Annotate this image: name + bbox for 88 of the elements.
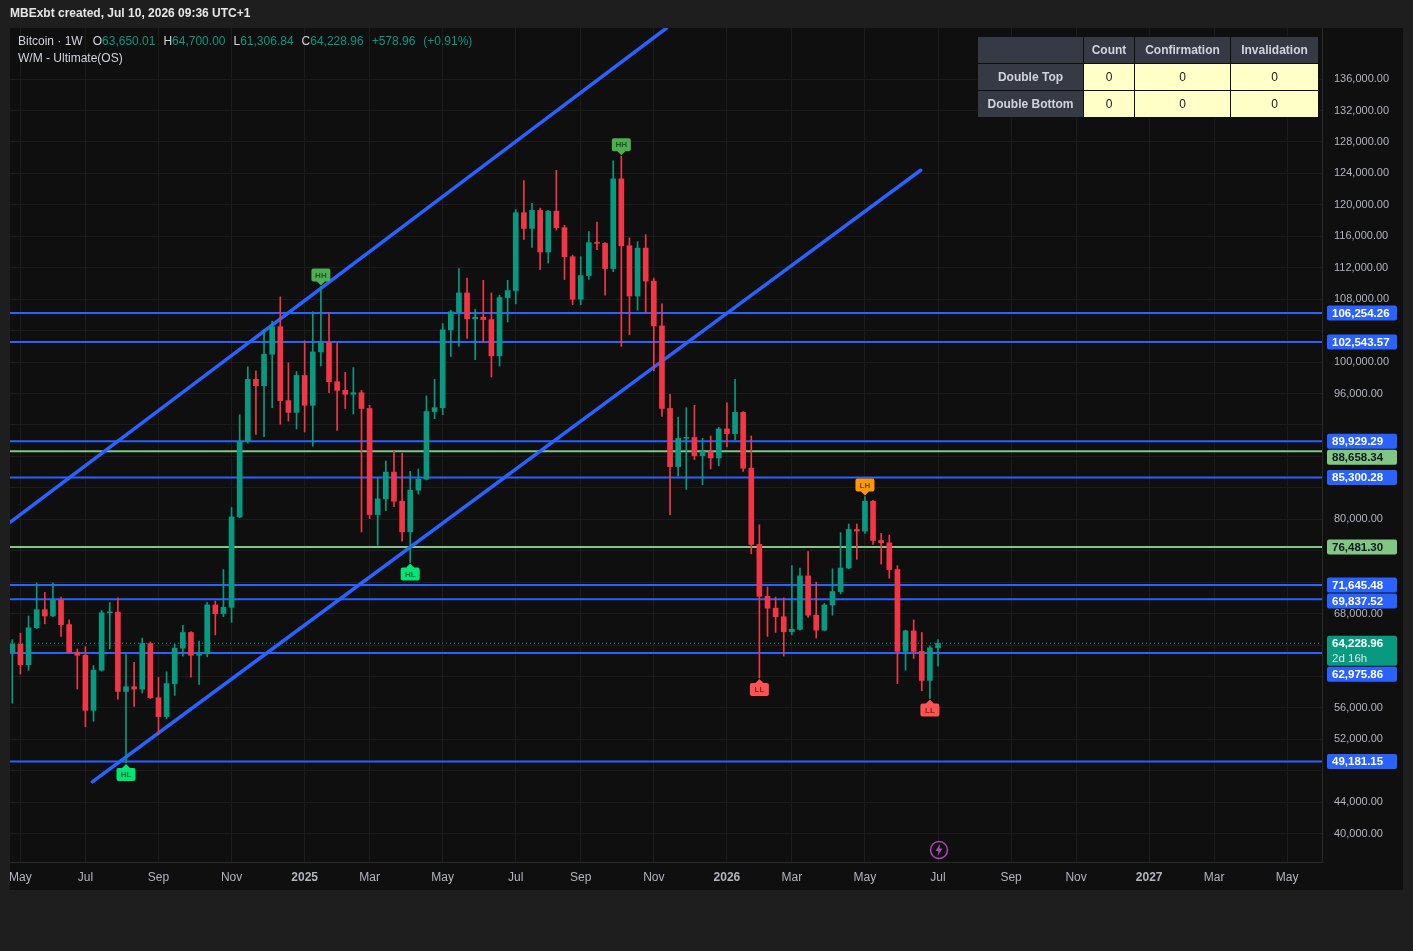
candlestick: [789, 565, 795, 636]
candlestick: [594, 221, 600, 250]
x-tick-label: Mar: [359, 869, 380, 884]
x-tick-label: May: [853, 869, 877, 884]
ref-line-label: 64,228.96 2d 16h: [1332, 636, 1384, 664]
x-tick-label: Nov: [1065, 869, 1087, 884]
candlestick: [123, 654, 129, 764]
y-tick-label: 100,000.00: [1334, 355, 1390, 368]
x-tick-label: Mar: [1203, 869, 1225, 884]
ref-line-label: 49,181.15: [1332, 755, 1384, 768]
y-tick-label: 44,000.00: [1334, 795, 1383, 808]
data-label: 0: [1083, 63, 1135, 91]
ref-line-label: 71,645.48: [1332, 578, 1384, 591]
annotation: HL: [404, 569, 416, 579]
y-tick-label: Double Top: [977, 63, 1084, 91]
annotation: LL: [925, 705, 935, 715]
text: MBExbt created, Jul 10, 2026 09:36 UTC+1: [10, 6, 251, 20]
data-label: 0: [1134, 63, 1231, 91]
candlestick: [724, 402, 730, 448]
y-tick-label: 136,000.00: [1334, 72, 1390, 85]
x-tick-label: Sep: [147, 869, 170, 884]
candlestick: [74, 648, 81, 690]
candlestick: [480, 279, 487, 343]
ref-line-label: 69,837.52: [1332, 594, 1384, 607]
candlestick: [342, 371, 349, 409]
text: Bitcoin · 1W: [18, 34, 83, 48]
y-tick-label: 56,000.00: [1334, 700, 1383, 713]
x-tick-label: 2025: [291, 869, 319, 884]
x-tick-label: Count: [1083, 36, 1135, 64]
y-tick-label: Double Bottom: [977, 90, 1084, 118]
annotation: W/M - Ultimate(OS): [18, 51, 123, 65]
candlestick: [41, 592, 48, 625]
candlestick: [878, 533, 885, 565]
x-tick-label: Invalidation: [1230, 36, 1319, 64]
x-tick-label: 2027: [1135, 869, 1163, 884]
x-tick-label: Sep: [570, 869, 592, 884]
x-tick-label: Jul: [930, 869, 946, 884]
ref-line-label: 88,658.34: [1332, 450, 1384, 463]
candlestick: [456, 268, 462, 347]
ref-line-label: 106,254.26: [1332, 306, 1390, 319]
annotation: LH: [859, 480, 871, 490]
y-tick-label: 120,000.00: [1334, 197, 1390, 210]
x-tick-label: Nov: [220, 869, 243, 884]
data-label: 0: [1230, 63, 1319, 91]
data-label: 0: [1134, 90, 1231, 118]
candlestick: [196, 640, 202, 685]
x-tick-label: Confirmation: [1134, 36, 1231, 64]
x-tick-label: Sep: [1000, 869, 1023, 884]
annotation: HL: [120, 770, 132, 780]
x-tick-label: May: [431, 869, 455, 884]
candlestick: [374, 478, 381, 546]
data-label: 0: [1230, 90, 1319, 118]
x-tick-label: Jul: [77, 869, 94, 884]
y-tick-label: 112,000.00: [1334, 260, 1389, 273]
candlestick: [318, 286, 324, 367]
candlestick: [854, 523, 860, 560]
ref-line-label: 85,300.28: [1332, 471, 1384, 484]
data-label: 0: [1083, 90, 1135, 118]
text: O63,650.01 H64,700.00 L61,306.84 C64,228.96 +578.96 (+0.91%): [92, 34, 473, 48]
ref-line-label: 62,975.86: [1332, 667, 1384, 680]
y-tick-label: 108,000.00: [1334, 292, 1390, 305]
x-tick-label: Mar: [781, 869, 803, 884]
x-tick-label: May: [1275, 869, 1299, 884]
candlestick: [683, 407, 690, 490]
x-tick-label: Jul: [508, 869, 524, 884]
x-tick-label: May: [9, 869, 32, 884]
x-tick-label: Nov: [643, 869, 665, 884]
candlestick: [334, 342, 340, 431]
candlestick: [131, 662, 137, 707]
y-tick-label: 52,000.00: [1334, 732, 1383, 745]
y-tick-label: 124,000.00: [1334, 166, 1390, 179]
candlestick: [253, 370, 259, 435]
y-tick-label: 132,000.00: [1334, 103, 1390, 116]
ref-line-label: 76,481.30: [1332, 540, 1384, 553]
y-tick-label: 96,000.00: [1334, 386, 1383, 399]
ref-line-label: 89,929.29: [1332, 434, 1384, 447]
y-tick-label: 68,000.00: [1334, 606, 1383, 619]
y-tick-label: 116,000.00: [1334, 229, 1389, 242]
candlestick: [106, 602, 113, 650]
y-tick-label: 40,000.00: [1334, 826, 1383, 839]
y-tick-label: 80,000.00: [1334, 512, 1383, 525]
annotation: HH: [615, 140, 628, 150]
x-tick-label: 2026: [713, 869, 741, 884]
annotation: LL: [754, 685, 765, 695]
candlestick: [472, 309, 478, 361]
y-tick-label: 128,000.00: [1334, 135, 1390, 148]
annotation: HH: [315, 270, 327, 280]
ref-line-label: 102,543.57: [1332, 335, 1390, 348]
